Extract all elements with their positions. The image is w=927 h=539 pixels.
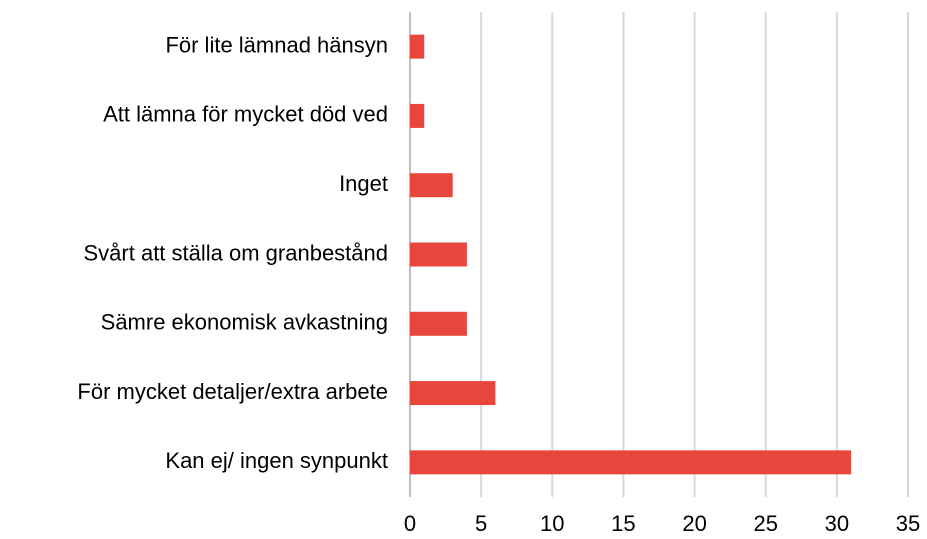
y-tick-label: Svårt att ställa om granbestånd xyxy=(84,240,389,265)
bar xyxy=(410,381,496,406)
x-tick-label: 0 xyxy=(404,511,416,536)
y-tick-label: Kan ej/ ingen synpunkt xyxy=(165,448,388,473)
bar xyxy=(410,450,852,475)
bar xyxy=(410,311,467,336)
x-tick-label: 25 xyxy=(753,511,777,536)
x-tick-label: 15 xyxy=(611,511,635,536)
x-tick-label: 10 xyxy=(540,511,564,536)
x-tick-label: 20 xyxy=(682,511,706,536)
y-tick-label: Inget xyxy=(339,171,388,196)
bar xyxy=(410,242,467,267)
x-tick-label: 5 xyxy=(475,511,487,536)
y-tick-label: Att lämna för mycket död ved xyxy=(103,102,388,127)
bar xyxy=(410,173,453,198)
x-tick-label: 30 xyxy=(825,511,849,536)
y-tick-label: För mycket detaljer/extra arbete xyxy=(77,379,388,404)
x-tick-label: 35 xyxy=(896,511,920,536)
y-tick-label: För lite lämnad hänsyn xyxy=(165,32,388,57)
bar xyxy=(410,103,425,128)
y-tick-label: Sämre ekonomisk avkastning xyxy=(101,310,388,335)
bar xyxy=(410,34,425,59)
